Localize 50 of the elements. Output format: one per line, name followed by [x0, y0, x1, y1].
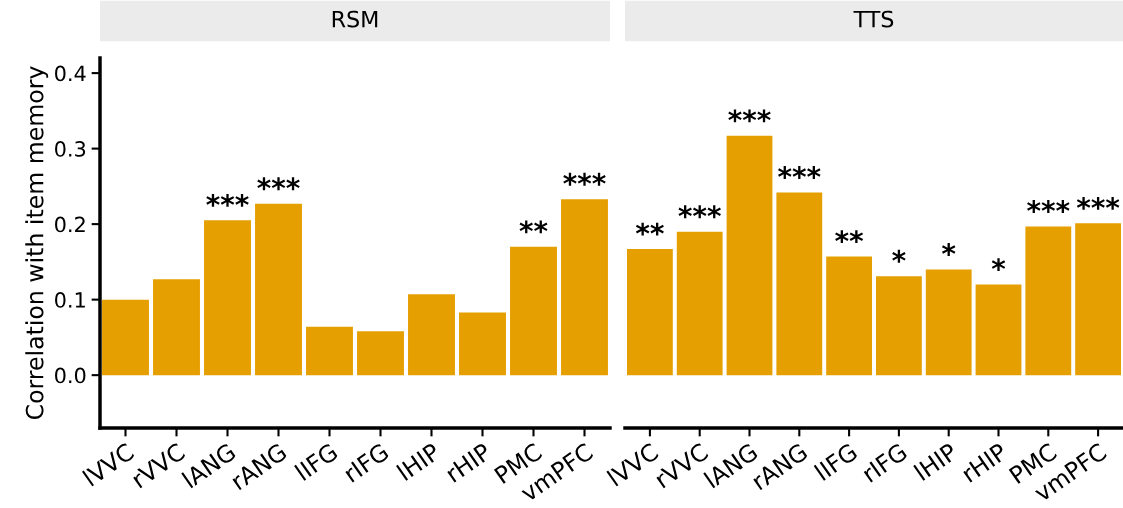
- annotation: ***: [678, 205, 721, 219]
- bar: [1025, 226, 1072, 376]
- bar: [102, 299, 149, 376]
- bar: [776, 192, 823, 376]
- bar: [357, 331, 404, 376]
- bar: [153, 279, 200, 376]
- annotation: ***: [563, 172, 606, 186]
- bar: [510, 246, 557, 376]
- y-axis-title: Correlation with item memory: [25, 66, 49, 420]
- annotation: *: [941, 243, 956, 256]
- annotation: **: [635, 222, 664, 236]
- chart-title: RSM: [332, 10, 378, 28]
- x-tick-label: rIFG: [342, 442, 390, 483]
- x-tick-label: lHIP: [913, 441, 959, 481]
- bar: [1075, 223, 1122, 376]
- x-tick-label: rHIP: [960, 442, 1009, 483]
- bar: [676, 231, 723, 376]
- annotation: *: [892, 249, 906, 263]
- x-tick-label: rIFG: [861, 442, 908, 483]
- bar: [626, 249, 673, 376]
- y-tick-label: 0.0: [55, 367, 86, 384]
- annotation: ***: [257, 177, 300, 191]
- bar: [408, 294, 455, 376]
- x-tick-label: lHIP: [396, 441, 442, 481]
- annotation: **: [835, 230, 864, 244]
- x-tick-label: rHIP: [444, 442, 493, 483]
- bar: [255, 203, 302, 376]
- annotation: ***: [1027, 199, 1070, 213]
- chart-title: TTS: [853, 10, 894, 28]
- bar: [204, 220, 251, 376]
- annotation: ***: [728, 109, 771, 123]
- y-tick-label: 0.1: [55, 292, 85, 308]
- annotation: **: [519, 220, 548, 234]
- bar: [459, 312, 506, 376]
- annotation: *: [991, 258, 1006, 272]
- bar: [925, 269, 972, 376]
- bar: [726, 135, 773, 376]
- y-tick-label: 0.4: [55, 65, 86, 82]
- y-tick-label: 0.2: [55, 216, 85, 233]
- bar: [875, 276, 922, 376]
- x-tick-label: lIFG: [813, 442, 858, 481]
- annotation: ***: [206, 193, 249, 207]
- annotation: ***: [778, 166, 821, 179]
- y-tick-label: 0.3: [55, 141, 86, 157]
- bar: [975, 284, 1022, 376]
- x-tick-label: lIFG: [294, 442, 339, 481]
- bar: [826, 256, 873, 376]
- bar: [561, 199, 608, 376]
- bar: [306, 326, 353, 376]
- annotation: ***: [1076, 196, 1120, 210]
